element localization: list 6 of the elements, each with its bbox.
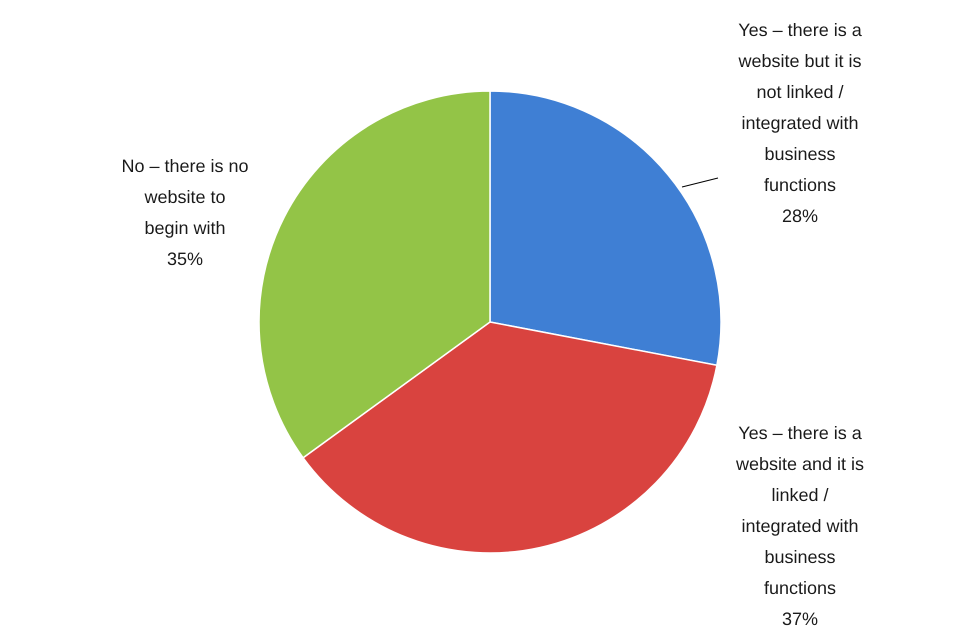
data-label: 28% bbox=[782, 206, 818, 226]
data-label: 37% bbox=[782, 609, 818, 629]
slice-label: Yes – there is a website and it is linked / integrated with business functions bbox=[734, 423, 864, 598]
data-label: 35% bbox=[166, 249, 204, 269]
slice-label: No – there is no website to begin with bbox=[121, 156, 249, 238]
slice-label: Yes – there is a website but it is not linked / integrated with business functions bbox=[737, 20, 863, 195]
